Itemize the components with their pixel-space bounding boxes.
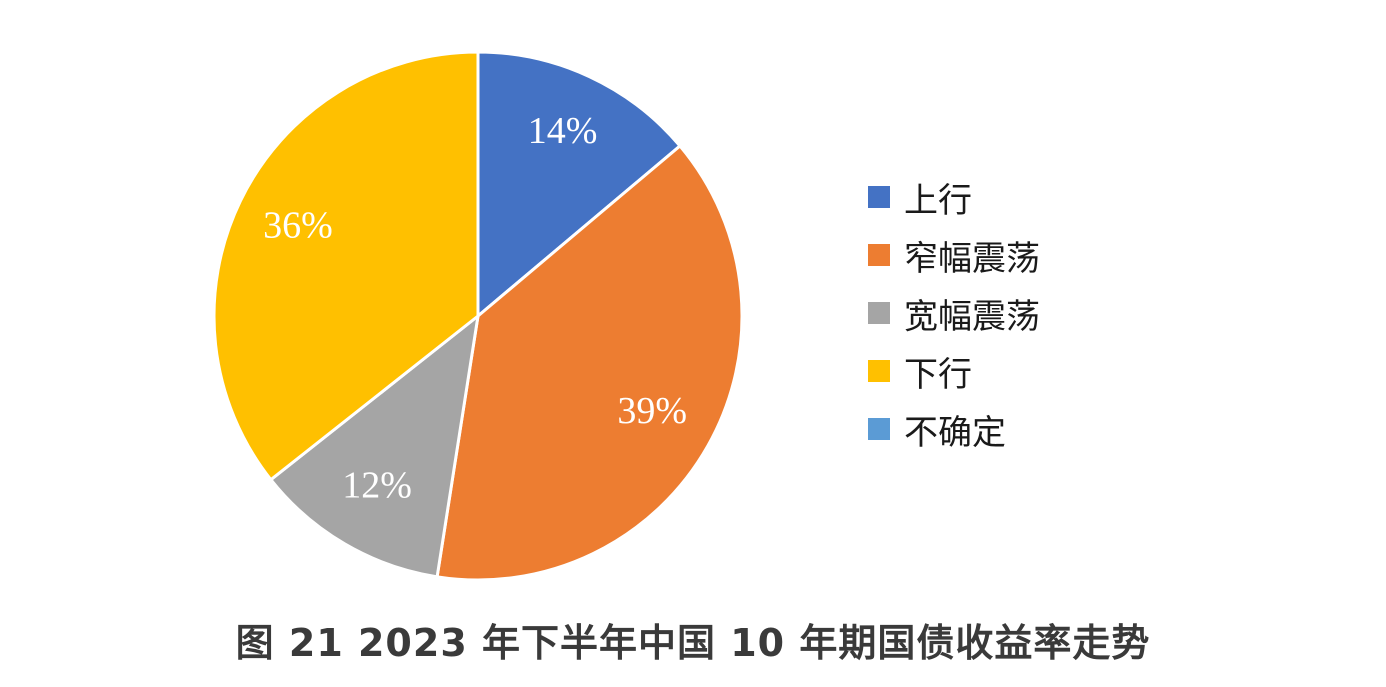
pie-slices: [212, 50, 744, 582]
slice-value-label-3: 12%: [342, 464, 412, 506]
pie-slice-4: [212, 50, 480, 482]
legend-swatch: [868, 186, 890, 208]
legend-item-2: 窄幅震荡: [868, 226, 1108, 284]
slice-value-label-4: 36%: [263, 205, 333, 247]
legend-swatch: [868, 360, 890, 382]
pie-slice-3: [268, 312, 481, 579]
legend-item-4: 下行: [868, 342, 1108, 400]
slice-value-label-1: 14%: [528, 110, 598, 152]
pie-slice-1: [476, 50, 683, 320]
legend-label: 上行: [904, 180, 972, 221]
figure-caption: 图 21 2023 年下半年中国 10 年期国债收益率走势: [235, 621, 1151, 665]
chart-legend: 上行窄幅震荡宽幅震荡下行不确定: [868, 168, 1108, 458]
legend-label: 窄幅震荡: [904, 238, 1040, 279]
pie-value-labels: 14% 39% 12% 36%: [263, 110, 687, 507]
slice-value-label-2: 39%: [617, 390, 687, 432]
legend-swatch: [868, 302, 890, 324]
legend-swatch: [868, 418, 890, 440]
legend-item-1: 上行: [868, 168, 1108, 226]
legend-item-3: 宽幅震荡: [868, 284, 1108, 342]
legend-item-5: 不确定: [868, 400, 1108, 458]
legend-label: 不确定: [904, 412, 1006, 453]
legend-swatch: [868, 244, 890, 266]
pie-slice-2: [435, 143, 744, 582]
legend-label: 宽幅震荡: [904, 296, 1040, 337]
legend-label: 下行: [904, 354, 972, 395]
